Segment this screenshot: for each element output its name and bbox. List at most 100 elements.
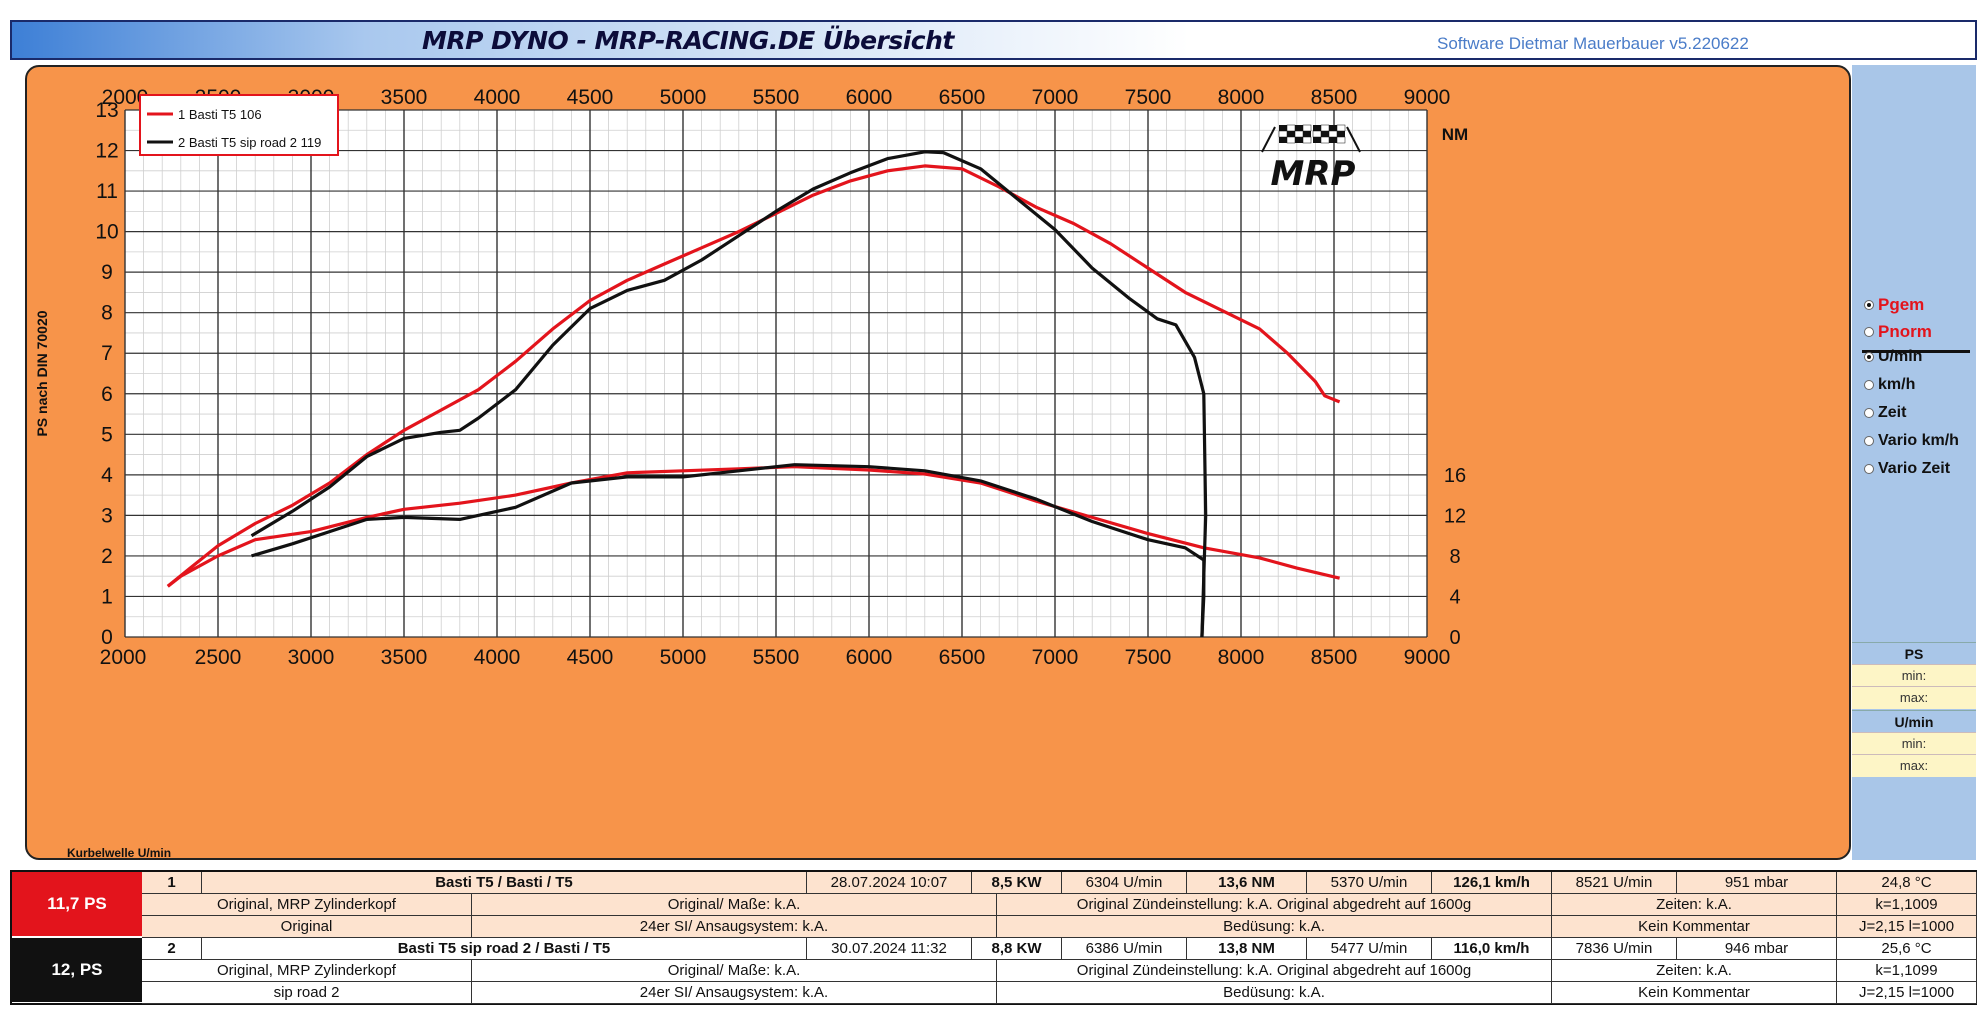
radio-button-icon[interactable] <box>1864 352 1874 362</box>
chart-svg: 2000250025003000300035003500400040004500… <box>34 86 1468 860</box>
checkered-flag-icon <box>1286 124 1296 132</box>
result-cell: Bedüsung: k.A. <box>997 916 1552 938</box>
checkered-flag-icon <box>1329 137 1337 143</box>
checkered-flag-icon <box>1287 131 1295 137</box>
radio-pgem[interactable]: Pgem <box>1864 295 1924 315</box>
software-credit: Software Dietmar Mauerbauer v5.220622 <box>1437 34 1749 53</box>
result-cell: Original, MRP Zylinderkopf <box>142 894 472 916</box>
x-tick-label-top: 5000 <box>660 86 707 109</box>
power-curve-series-2 <box>250 150 1208 638</box>
radio-button-icon[interactable] <box>1864 300 1874 310</box>
radio-pnorm[interactable]: Pnorm <box>1864 322 1932 342</box>
result-cell: 13,6 NM <box>1187 872 1307 894</box>
logo-text: MRP <box>1271 154 1356 194</box>
checkered-flag-icon <box>1328 130 1338 138</box>
checkered-flag-icon <box>1295 137 1303 143</box>
result-cell: Original/ Maße: k.A. <box>472 894 997 916</box>
x-tick-label-top: 7500 <box>1125 86 1172 109</box>
x-tick-label-bottom: 3500 <box>381 646 428 669</box>
flag-pole-icon <box>1346 126 1361 153</box>
result-cell: 28.07.2024 10:07 <box>807 872 972 894</box>
y-axis-label: PS nach DIN 70020 <box>34 310 50 436</box>
result-cell: Original Zündeinstellung: k.A. Original … <box>997 960 1552 982</box>
legend-box <box>139 94 339 156</box>
y-tick-label: 11 <box>96 180 118 203</box>
y2-tick-label: 0 <box>1449 627 1460 649</box>
checkered-flag-icon <box>1337 131 1345 137</box>
x-tick-label-bottom: 6500 <box>939 646 986 669</box>
checkered-flag-icon <box>1336 124 1346 132</box>
result-cell: 6386 U/min <box>1062 938 1187 960</box>
radio-button-icon[interactable] <box>1864 380 1874 390</box>
y-tick-label: 5 <box>101 423 113 446</box>
x-tick-label-top: 4500 <box>567 86 614 109</box>
umin-min-field[interactable]: min: <box>1852 732 1976 755</box>
radio-label: km/h <box>1878 376 1916 393</box>
result-cell: Zeiten: k.A. <box>1552 960 1837 982</box>
result-cell: Basti T5 / Basti / T5 <box>202 872 807 894</box>
radio-button-icon[interactable] <box>1864 327 1874 337</box>
checkered-flag-icon <box>1302 124 1312 132</box>
result-cell: Bedüsung: k.A. <box>997 982 1552 1004</box>
result-cell: 8521 U/min <box>1552 872 1677 894</box>
result-cell: 946 mbar <box>1677 938 1837 960</box>
result-cell: 8,8 KW <box>972 938 1062 960</box>
y-tick-label: 10 <box>95 221 118 244</box>
radio-button-icon[interactable] <box>1864 408 1874 418</box>
checkered-flag-icon <box>1279 137 1287 143</box>
result-cell: 126,1 km/h <box>1432 872 1552 894</box>
x-tick-label-bottom: 8500 <box>1311 646 1358 669</box>
checkered-flag-icon <box>1303 131 1311 137</box>
radio-label: Vario km/h <box>1878 432 1959 449</box>
result-cell: Original/ Maße: k.A. <box>472 960 997 982</box>
result-cell: Original <box>142 916 472 938</box>
y-tick-label: 3 <box>101 504 113 527</box>
y-tick-label: 7 <box>101 342 113 365</box>
checkered-flag-icon <box>1286 136 1296 144</box>
torque-curve-series-2 <box>251 463 1206 638</box>
y2-axis-label: NM <box>1442 125 1468 144</box>
side-panel: Pgem Pnorm U/min km/h Zeit Vario km/h Vario Z… <box>1852 65 1976 860</box>
x-tick-label-bottom: 5500 <box>753 646 800 669</box>
x-tick-label-top: 3500 <box>381 86 428 109</box>
y-tick-label: 4 <box>101 464 113 487</box>
x-tick-label-top: 4000 <box>474 86 521 109</box>
result-cell: 13,8 NM <box>1187 938 1307 960</box>
x-tick-label-top: 2000 <box>102 86 149 109</box>
x-tick-label-top: 8500 <box>1311 86 1358 109</box>
radio-option[interactable]: U/min <box>1864 348 1922 366</box>
umin-max-field[interactable]: max: <box>1852 754 1976 777</box>
radio-option[interactable]: Vario km/h <box>1864 432 1959 450</box>
result-cell: 1 <box>142 872 202 894</box>
radio-label: Pgem <box>1878 295 1925 314</box>
checkered-flag-icon <box>1336 136 1346 144</box>
checkered-flag-icon <box>1302 136 1312 144</box>
y2-tick-label: 12 <box>1444 505 1466 527</box>
result-cell: Zeiten: k.A. <box>1552 894 1837 916</box>
radio-option[interactable]: Zeit <box>1864 404 1906 422</box>
checkered-flag-icon <box>1320 124 1330 132</box>
y-tick-label: 8 <box>101 302 113 325</box>
result-cell: 2 <box>142 938 202 960</box>
ps-max-field[interactable]: max: <box>1852 686 1976 709</box>
dyno-chart: 2000250025003000300035003500400040004500… <box>25 65 1851 860</box>
x-tick-label-bottom: 7500 <box>1125 646 1172 669</box>
y-tick-label: 1 <box>101 585 113 608</box>
radio-button-icon[interactable] <box>1864 464 1874 474</box>
radio-option[interactable]: km/h <box>1864 376 1915 394</box>
x-tick-label-bottom: 2500 <box>195 646 242 669</box>
legend-entry: 2 Basti T5 sip road 2 119 <box>178 135 321 150</box>
result-cell: 24,8 °C <box>1837 872 1977 894</box>
result-cell: 7836 U/min <box>1552 938 1677 960</box>
result-cell: 24er SI/ Ansaugsystem: k.A. <box>472 982 997 1004</box>
run-peak-badge: 11,7 PS <box>12 872 142 936</box>
x-tick-label-top: 7000 <box>1032 86 1079 109</box>
radio-button-icon[interactable] <box>1864 436 1874 446</box>
x-tick-label-top: 6000 <box>846 86 893 109</box>
result-cell: 5477 U/min <box>1307 938 1432 960</box>
result-cell: k=1,1009 <box>1837 894 1977 916</box>
result-cell: 8,5 KW <box>972 872 1062 894</box>
result-cell: Basti T5 sip road 2 / Basti / T5 <box>202 938 807 960</box>
ps-min-field[interactable]: min: <box>1852 664 1976 687</box>
radio-option[interactable]: Vario Zeit <box>1864 460 1950 478</box>
